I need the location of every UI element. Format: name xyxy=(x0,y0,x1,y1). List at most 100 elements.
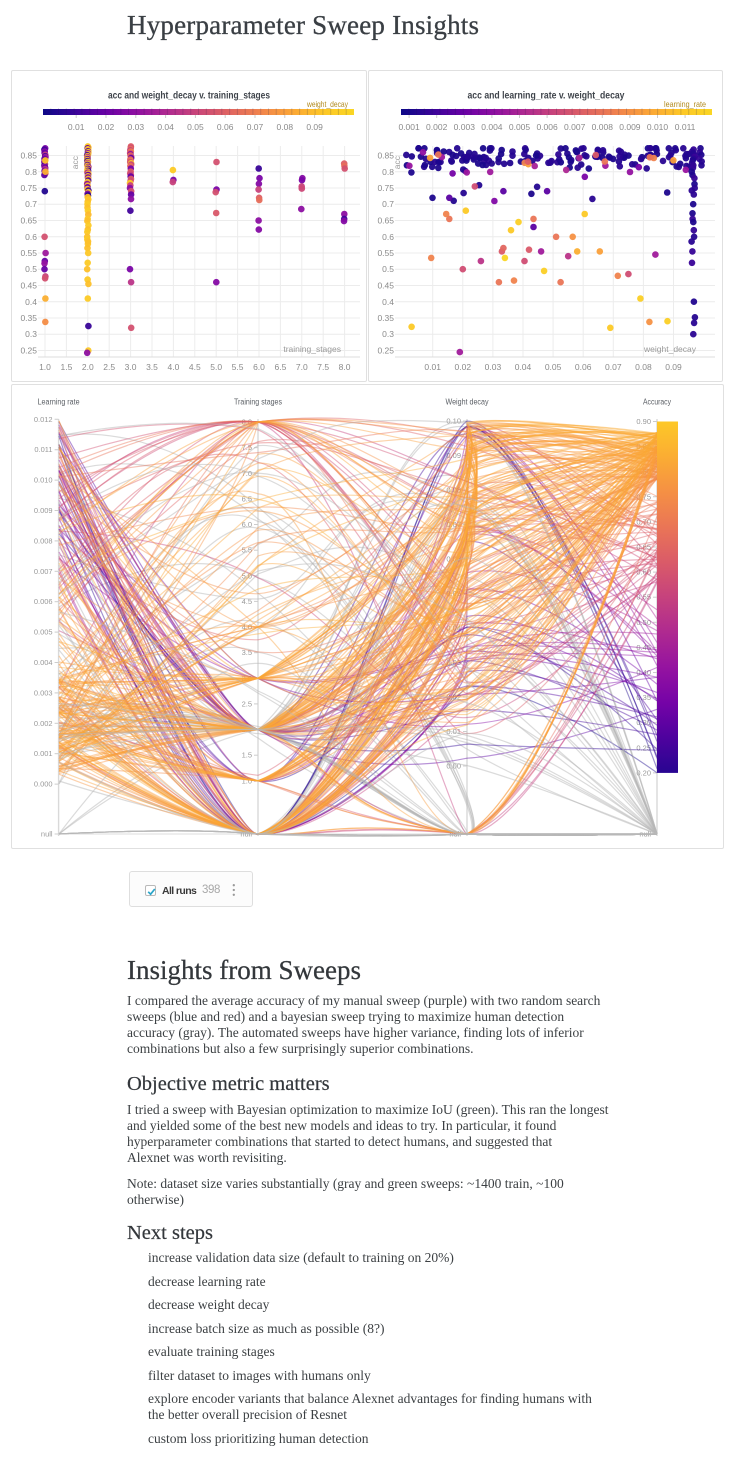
svg-text:0.006: 0.006 xyxy=(34,597,53,606)
svg-text:4.5: 4.5 xyxy=(189,362,201,372)
svg-text:0.08: 0.08 xyxy=(446,486,461,495)
svg-text:5.5: 5.5 xyxy=(232,362,244,372)
svg-text:4.0: 4.0 xyxy=(167,362,179,372)
svg-text:0.005: 0.005 xyxy=(509,122,531,132)
svg-text:0.011: 0.011 xyxy=(675,122,696,132)
svg-text:0.80: 0.80 xyxy=(636,467,651,476)
svg-text:0.07: 0.07 xyxy=(605,362,622,372)
svg-text:0.012: 0.012 xyxy=(34,415,53,424)
svg-text:0.01: 0.01 xyxy=(424,362,441,372)
svg-text:0.7: 0.7 xyxy=(25,199,37,209)
svg-text:0.06: 0.06 xyxy=(217,122,234,132)
svg-text:0.008: 0.008 xyxy=(592,122,614,132)
svg-text:0.03: 0.03 xyxy=(446,658,461,667)
svg-text:3.0: 3.0 xyxy=(242,674,252,683)
svg-text:acc and learning_rate v. weigh: acc and learning_rate v. weight_decay xyxy=(468,91,625,102)
svg-text:0.000: 0.000 xyxy=(34,780,53,789)
svg-text:0.25: 0.25 xyxy=(20,346,37,356)
svg-text:7.5: 7.5 xyxy=(317,362,329,372)
svg-text:0.6: 0.6 xyxy=(382,232,394,242)
svg-text:0.002: 0.002 xyxy=(426,122,448,132)
svg-text:1.5: 1.5 xyxy=(60,362,72,372)
svg-text:0.007: 0.007 xyxy=(564,122,586,132)
svg-text:0.06: 0.06 xyxy=(575,362,592,372)
svg-text:0.009: 0.009 xyxy=(34,506,53,515)
svg-text:0.5: 0.5 xyxy=(25,264,37,274)
svg-text:null: null xyxy=(240,830,252,839)
svg-text:acc: acc xyxy=(392,155,402,169)
svg-text:0.35: 0.35 xyxy=(20,313,37,323)
svg-text:Accuracy: Accuracy xyxy=(643,398,671,407)
svg-text:0.20: 0.20 xyxy=(636,768,651,777)
svg-text:5.0: 5.0 xyxy=(242,571,252,580)
svg-text:0.04: 0.04 xyxy=(157,122,174,132)
svg-text:0.75: 0.75 xyxy=(377,183,394,193)
svg-text:0.50: 0.50 xyxy=(636,618,651,627)
svg-text:Weight decay: Weight decay xyxy=(446,398,489,407)
svg-text:0.009: 0.009 xyxy=(619,122,641,132)
svg-text:0.08: 0.08 xyxy=(277,122,294,132)
svg-text:0.08: 0.08 xyxy=(635,362,652,372)
svg-text:2.0: 2.0 xyxy=(82,362,94,372)
svg-text:0.70: 0.70 xyxy=(636,517,651,526)
svg-text:weight_decay: weight_decay xyxy=(306,99,348,109)
svg-text:learning_rate: learning_rate xyxy=(664,99,706,109)
svg-text:0.85: 0.85 xyxy=(377,151,394,161)
svg-text:0.005: 0.005 xyxy=(34,628,53,637)
svg-text:0.010: 0.010 xyxy=(647,122,669,132)
svg-text:0.09: 0.09 xyxy=(306,122,323,132)
svg-text:0.006: 0.006 xyxy=(536,122,558,132)
svg-text:0.25: 0.25 xyxy=(377,346,394,356)
svg-text:6.5: 6.5 xyxy=(242,494,252,503)
svg-text:0.09: 0.09 xyxy=(446,451,461,460)
svg-text:acc: acc xyxy=(70,155,80,169)
svg-text:6.0: 6.0 xyxy=(242,520,252,529)
svg-text:0.002: 0.002 xyxy=(34,719,53,728)
svg-text:0.4: 0.4 xyxy=(382,297,394,307)
svg-text:0.09: 0.09 xyxy=(665,362,682,372)
svg-text:7.0: 7.0 xyxy=(242,469,252,478)
svg-text:3.5: 3.5 xyxy=(242,648,252,657)
svg-text:1.5: 1.5 xyxy=(242,751,252,760)
svg-text:0.010: 0.010 xyxy=(34,476,53,485)
svg-text:0.004: 0.004 xyxy=(34,658,53,667)
svg-text:0.35: 0.35 xyxy=(377,313,394,323)
svg-text:0.65: 0.65 xyxy=(636,543,651,552)
svg-text:Training stages: Training stages xyxy=(234,398,282,407)
svg-text:1.0: 1.0 xyxy=(39,362,51,372)
svg-text:5.0: 5.0 xyxy=(210,362,222,372)
svg-text:0.3: 0.3 xyxy=(382,329,394,339)
svg-text:0.85: 0.85 xyxy=(636,442,651,451)
svg-text:0.40: 0.40 xyxy=(636,668,651,677)
svg-text:0.35: 0.35 xyxy=(636,693,651,702)
svg-text:8.0: 8.0 xyxy=(339,362,351,372)
svg-text:null: null xyxy=(41,830,53,839)
svg-text:0.07: 0.07 xyxy=(247,122,264,132)
svg-text:0.003: 0.003 xyxy=(454,122,476,132)
svg-text:0.004: 0.004 xyxy=(481,122,503,132)
svg-text:training_stages: training_stages xyxy=(283,344,341,354)
svg-text:0.5: 0.5 xyxy=(382,264,394,274)
svg-text:0.003: 0.003 xyxy=(34,688,53,697)
svg-text:0.65: 0.65 xyxy=(377,216,394,226)
svg-text:0.30: 0.30 xyxy=(636,718,651,727)
svg-text:3.0: 3.0 xyxy=(125,362,137,372)
svg-text:0.05: 0.05 xyxy=(545,362,562,372)
svg-text:0.90: 0.90 xyxy=(636,417,651,426)
svg-text:0.07: 0.07 xyxy=(446,520,461,529)
svg-text:0.007: 0.007 xyxy=(34,567,53,576)
svg-text:2.5: 2.5 xyxy=(103,362,115,372)
svg-text:2.5: 2.5 xyxy=(242,699,252,708)
svg-text:0.01: 0.01 xyxy=(446,727,461,736)
svg-text:0.05: 0.05 xyxy=(446,589,461,598)
svg-text:acc and weight_decay v. traini: acc and weight_decay v. training_stages xyxy=(108,91,270,102)
svg-text:0.02: 0.02 xyxy=(446,693,461,702)
svg-text:0.65: 0.65 xyxy=(20,216,37,226)
svg-text:0.85: 0.85 xyxy=(20,151,37,161)
svg-text:weight_decay: weight_decay xyxy=(643,344,697,354)
svg-text:0.04: 0.04 xyxy=(515,362,532,372)
svg-text:0.02: 0.02 xyxy=(455,362,472,372)
svg-text:0.008: 0.008 xyxy=(34,536,53,545)
svg-text:0.6: 0.6 xyxy=(25,232,37,242)
svg-text:0.3: 0.3 xyxy=(25,329,37,339)
